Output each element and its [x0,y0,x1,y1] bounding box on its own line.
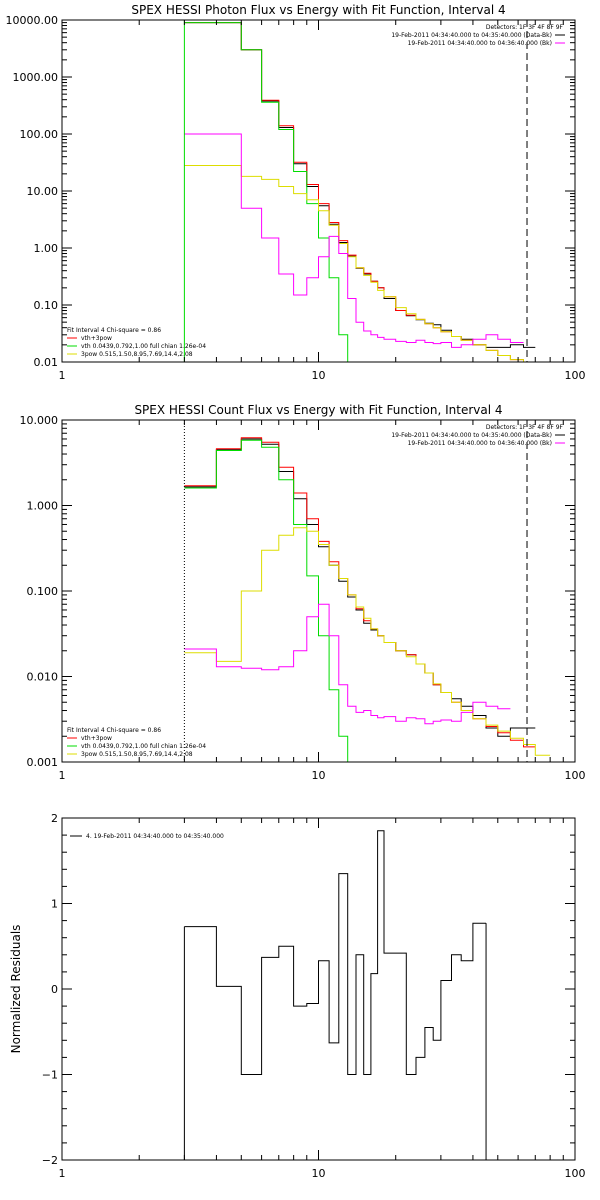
x-tick-label: 10 [312,1167,326,1180]
series-line-0 [184,830,486,1075]
series-line-1 [184,437,536,748]
series-line-4 [184,603,511,725]
y-tick-label: 0.01 [34,356,59,369]
x-tick-label: 1 [59,1167,66,1180]
series-line-3 [184,527,551,756]
series-group [183,830,487,1160]
chart-title: SPEX HESSI Photon Flux vs Energy with Fi… [131,3,505,17]
y-tick-label: 10000.00 [6,14,59,27]
y-tick-label: 10.000 [20,414,59,427]
count-flux-panel: 1 10 100 0.001 0.010 0.100 1.000 10.000 SPEX HES… [20,403,586,782]
series-line-4 [184,133,524,348]
legend-header: Fit Interval 4 Chi-square = 0.86 [67,727,161,734]
chart-title: SPEX HESSI Count Flux vs Energy with Fit… [134,403,502,417]
y-tick-label: −2 [42,1154,58,1167]
legend-label: 19-Feb-2011 04:34:40.000 to 04:36:40.000… [408,440,552,447]
x-tick-label: 10 [312,769,326,782]
x-tick-label: 10 [312,369,326,382]
series-line-0 [184,438,536,737]
series-line-2 [184,22,349,362]
legend-label: 19-Feb-2011 04:34:40.000 to 04:35:40.000… [391,32,552,39]
y-tick-label: 0.100 [27,585,59,598]
y-tick-label: 1000.00 [13,71,59,84]
y-tick-label: 1.00 [34,242,59,255]
x-tick-label: 100 [565,369,586,382]
x-tick-label: 100 [565,769,586,782]
series-group [184,22,536,362]
legend-label: 19-Feb-2011 04:34:40.000 to 04:35:40.000… [391,432,552,439]
legend-header: Detectors: 1F 3F 4F 8F 9F [486,424,564,431]
series-group [184,437,551,762]
y-tick-label: 1 [51,898,58,911]
residuals-panel: 1 10 100 −2 −1 0 1 2 Normalized Residuals 4. 19-F… [9,812,586,1180]
legend-label: vth+3pow [81,335,112,342]
legend-header: Fit Interval 4 Chi-square = 0.86 [67,327,161,334]
y-tick-label: 10.00 [27,185,59,198]
legend-label: 3pow 0.515,1.50,8.95,7.69,14.4,2.08 [81,351,193,358]
series-line-3 [184,165,524,362]
legend-label: 19-Feb-2011 04:34:40.000 to 04:36:40.000… [408,40,552,47]
y-tick-label: 0.001 [27,756,59,769]
y-tick-label: 0.10 [34,299,59,312]
y-axis-label: Normalized Residuals [9,925,23,1054]
legend-label: vth+3pow [81,735,112,742]
y-tick-label: 1.000 [27,500,59,513]
y-tick-label: 2 [51,812,58,825]
series-line-0 [184,22,536,348]
legend-label: 3pow 0.515,1.50,8.95,7.69,14.4,2.08 [81,751,193,758]
x-tick-label: 100 [565,1167,586,1180]
series-line-1 [184,22,524,362]
legend-label: vth 0.0439,0.792,1.00 full chian 1.26e-0… [81,343,206,350]
legend-label: 4. 19-Feb-2011 04:34:40.000 to 04:35:40.… [86,833,224,840]
photon-flux-panel: 1 10 100 0.01 0.10 1.00 10.00 100.00 1000.00 1000… [6,3,586,382]
y-tick-label: 100.00 [20,128,59,141]
x-tick-label: 1 [59,369,66,382]
series-line-2 [184,439,356,762]
legend-label: vth 0.0439,0.792,1.00 full chian 1.26e-0… [81,743,206,750]
y-tick-label: 0 [51,983,58,996]
legend-header: Detectors: 1F 3F 4F 8F 9F [486,24,564,31]
y-tick-label: −1 [42,1069,58,1082]
x-tick-label: 1 [59,769,66,782]
y-tick-label: 0.010 [27,671,59,684]
